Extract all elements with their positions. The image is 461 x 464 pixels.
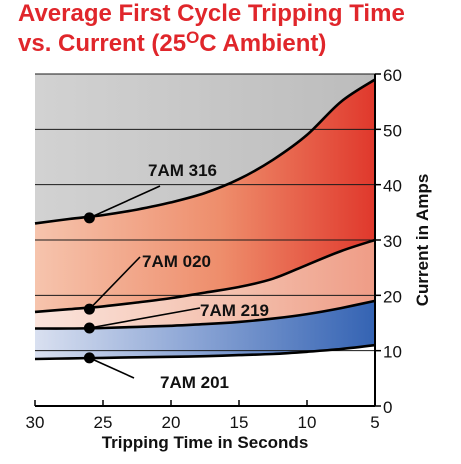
band-area-7am-201: [35, 345, 375, 406]
leader-line-7am-201: [89, 357, 135, 379]
y-tick-label-60: 60: [383, 66, 402, 85]
series-marker-7am-316: [83, 212, 95, 224]
tick-labels: 30 25 20 15 10 50 10 20 30 40 50 60: [26, 66, 402, 432]
x-tick-label-5: 5: [370, 413, 379, 432]
leader-line-7am-219: [89, 307, 201, 329]
series-marker-7am-020: [83, 303, 95, 315]
series-marker-7am-201: [83, 352, 95, 364]
series-marker-7am-219: [83, 322, 95, 334]
series-labels: 7AM 316 7AM 020 7AM 219 7AM 201: [88, 161, 269, 392]
x-tick-label-25: 25: [94, 413, 113, 432]
x-axis-label: Tripping Time in Seconds: [102, 433, 309, 452]
x-tick-label-20: 20: [162, 413, 181, 432]
title-line-1: Average First Cycle Tripping Time: [18, 0, 405, 27]
band-area-7am-020: [35, 240, 375, 329]
y-tick-label-50: 50: [383, 121, 402, 140]
chart-title: Average First Cycle Tripping Time vs. Cu…: [18, 2, 405, 56]
series-label-7am-219: 7AM 219: [200, 301, 269, 320]
series-label-7am-201: 7AM 201: [160, 373, 229, 392]
title-line-2-pre: vs. Current (25: [18, 30, 187, 57]
y-axis-label: Current in Amps: [413, 174, 432, 307]
x-tick-label-15: 15: [230, 413, 249, 432]
leader-line-7am-316: [89, 185, 161, 219]
degree-mark: O: [186, 28, 200, 47]
y-tick-label-10: 10: [383, 343, 402, 362]
y-tick-label-40: 40: [383, 177, 402, 196]
x-tick-label-10: 10: [298, 413, 317, 432]
series-label-7am-020: 7AM 020: [142, 252, 211, 271]
band-area-7am-219: [35, 300, 375, 359]
leader-line-7am-020: [88, 256, 141, 310]
series-markers: [83, 212, 95, 364]
grid-lines: [35, 73, 375, 352]
x-tick-label-30: 30: [26, 413, 45, 432]
title-line-2-post: C Ambient): [199, 30, 327, 57]
band-area-7am-316: [35, 79, 375, 312]
y-tick-label-0: 0: [383, 398, 392, 417]
band-areas: [35, 79, 375, 406]
y-tick-label-30: 30: [383, 232, 402, 251]
axes: [34, 73, 381, 407]
series-label-7am-316: 7AM 316: [148, 161, 217, 180]
y-tick-label-20: 20: [383, 287, 402, 306]
title-line-2: vs. Current (25OC Ambient): [18, 26, 405, 56]
